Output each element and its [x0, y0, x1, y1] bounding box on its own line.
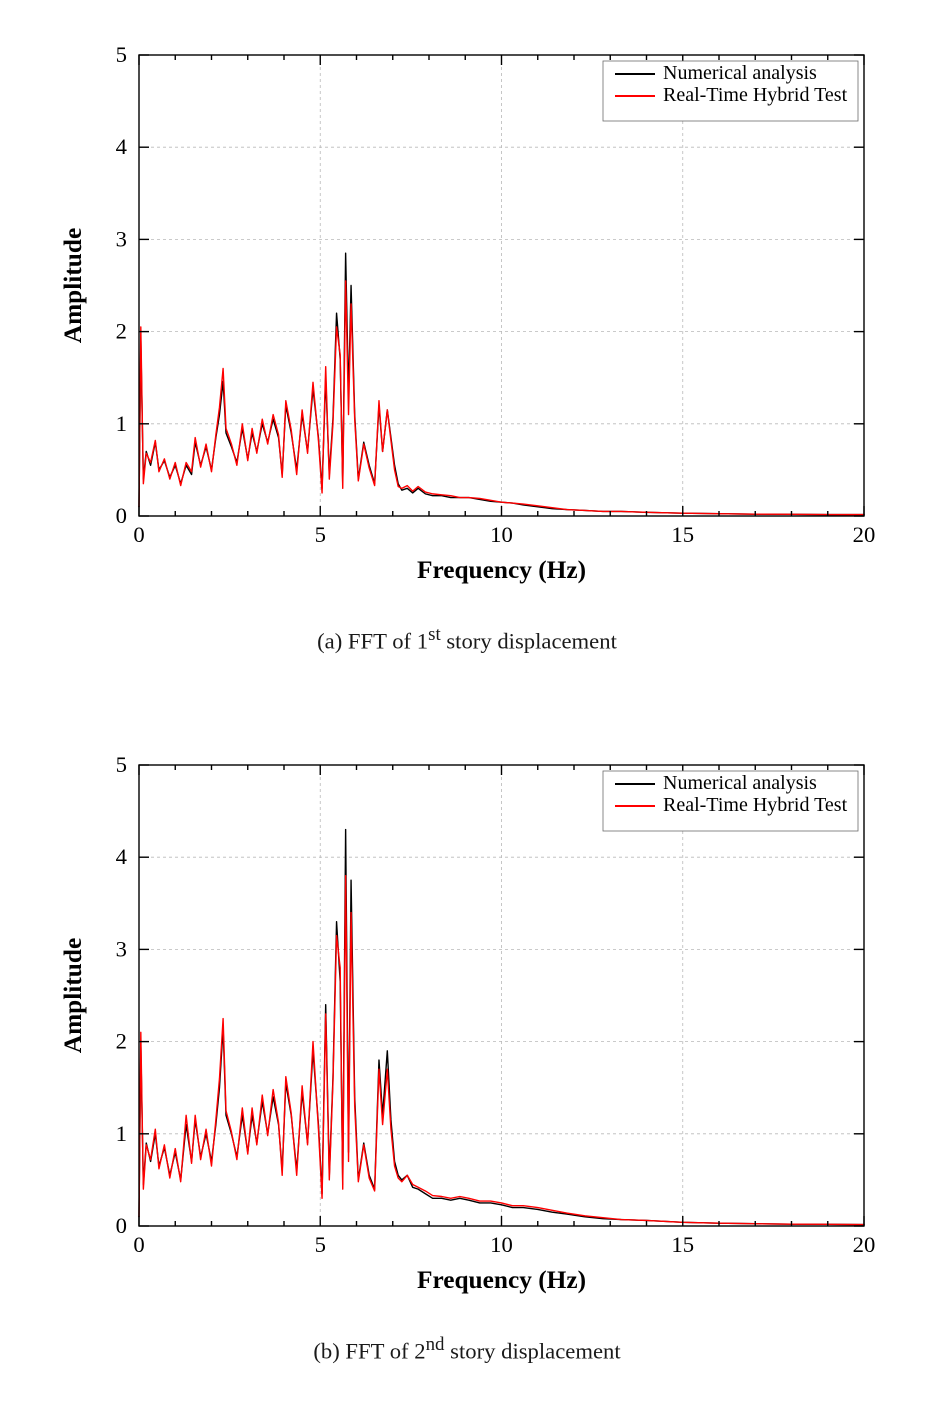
- xtick-label: 15: [671, 1232, 694, 1257]
- ytick-label: 5: [116, 752, 127, 777]
- ylabel: Amplitude: [59, 938, 87, 1053]
- ytick-label: 0: [116, 1213, 127, 1238]
- xtick-label: 5: [315, 1232, 326, 1257]
- ytick-label: 2: [116, 1029, 127, 1054]
- ytick-label: 3: [116, 936, 127, 961]
- ytick-label: 1: [116, 1121, 127, 1146]
- chart-b-svg: 0 5 10 15 20 0 1 2 3 4 5 Frequency (Hz) Amplitude Num…: [0, 0, 934, 1334]
- legend-label: Real-Time Hybrid Test: [663, 794, 848, 816]
- caption-b: (b) FFT of 2nd story displacement: [0, 1334, 934, 1365]
- caption-b-prefix: (b) FFT of 2: [313, 1339, 425, 1364]
- ytick-label: 4: [116, 844, 127, 869]
- xlabel: Frequency (Hz): [417, 1266, 586, 1294]
- caption-b-super: nd: [426, 1334, 445, 1355]
- legend-label: Numerical analysis: [663, 772, 817, 794]
- series-numerical-analysis: [139, 830, 864, 1225]
- xtick-label: 20: [853, 1232, 876, 1257]
- plot-b-wrap: 0 5 10 15 20 0 1 2 3 4 5 Frequency (Hz) Amplitude Num…: [0, 0, 934, 1339]
- xtick-label: 0: [133, 1232, 144, 1257]
- xtick-label: 10: [490, 1232, 513, 1257]
- caption-b-suffix: story displacement: [444, 1339, 620, 1364]
